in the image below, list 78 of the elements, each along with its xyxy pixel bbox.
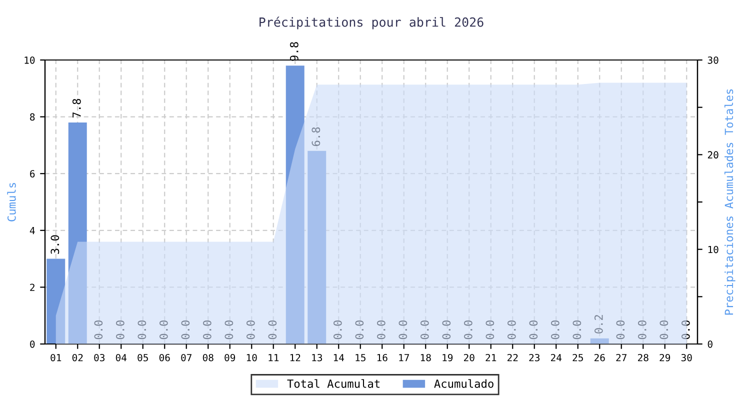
data-label: 0.0	[94, 320, 103, 340]
y-tick-label: 0	[30, 340, 35, 348]
data-label: 0.0	[572, 320, 582, 340]
x-tick-label: 02	[72, 354, 83, 362]
data-label: 0.0	[116, 320, 124, 340]
x-tick-label: 18	[420, 354, 431, 362]
bar	[286, 66, 304, 344]
bar	[308, 150, 326, 344]
y2-tick-label: 10	[708, 246, 718, 254]
x-tick-label: 29	[660, 354, 670, 362]
x-tick-label: 20	[464, 354, 474, 362]
x-tick-label: 30	[681, 354, 692, 362]
x-tick-label: 16	[377, 354, 388, 362]
x-tick-label: 24	[550, 354, 562, 362]
x-tick-label: 26	[594, 354, 605, 362]
data-label: 0.0	[507, 320, 516, 340]
data-label: 0.0	[376, 320, 386, 340]
x-tick-label: 08	[202, 354, 214, 362]
y-axis-title: Cumuls	[7, 183, 16, 222]
data-label: 0.0	[660, 320, 668, 340]
data-label: 0.0	[138, 320, 146, 340]
y2-tick-label: 20	[708, 151, 718, 159]
x-tick-label: 05	[138, 354, 148, 362]
x-tick-label: 13	[312, 354, 322, 362]
data-label: 0.0	[398, 320, 408, 340]
chart-title: Précipitations pour abril 2026	[260, 16, 484, 30]
legend-label: Total Acumulat	[287, 379, 380, 388]
data-label: 0.0	[681, 320, 690, 340]
data-label: 7.8	[72, 98, 81, 118]
y-tick-label: 2	[30, 284, 34, 291]
x-tick-label: 07	[181, 354, 192, 362]
x-tick-label: 04	[116, 354, 127, 362]
data-label: 0.2	[594, 315, 603, 334]
x-tick-label: 15	[356, 354, 366, 362]
y-tick-label: 10	[24, 56, 35, 64]
data-label: 6.8	[312, 127, 320, 146]
data-label: 0.0	[550, 320, 560, 340]
y2-tick-label: 0	[708, 340, 712, 348]
data-label: 0.0	[442, 320, 451, 340]
data-label: 0.0	[246, 320, 255, 340]
x-tick-label: 17	[399, 354, 409, 362]
y-tick-label: 6	[30, 170, 35, 178]
x-tick-label: 28	[638, 354, 648, 362]
data-label: 0.0	[268, 320, 277, 340]
x-tick-label: 23	[529, 354, 540, 362]
y-tick-label: 8	[30, 113, 35, 121]
data-label: 0.0	[486, 320, 494, 340]
data-label: 0.0	[638, 320, 646, 340]
bar	[46, 258, 66, 344]
data-label: 0.0	[224, 320, 234, 340]
data-label: 0.0	[355, 320, 364, 340]
data-label: 0.0	[159, 320, 168, 340]
x-tick-label: 22	[507, 354, 518, 362]
x-tick-label: 21	[486, 354, 496, 362]
data-label: 0.0	[202, 320, 212, 340]
data-label: 0.0	[616, 320, 625, 340]
x-tick-label: 01	[50, 354, 62, 362]
legend-label: Acumulado	[434, 379, 494, 388]
x-tick-label: 06	[159, 354, 170, 362]
x-tick-label: 09	[224, 354, 236, 362]
x-tick-label: 11	[268, 354, 279, 362]
data-label: 0.0	[529, 320, 538, 340]
x-tick-label: 19	[442, 354, 453, 362]
data-label: 0.0	[181, 320, 190, 340]
x-tick-label: 10	[246, 354, 257, 362]
x-tick-label: 03	[94, 354, 104, 362]
y2-axis-title: Precipitaciones Acumulades Totales	[724, 89, 736, 315]
y-tick-label: 4	[30, 227, 35, 234]
y2-tick-label: 30	[708, 56, 718, 64]
x-tick-label: 27	[616, 354, 626, 362]
data-label: 0.0	[420, 320, 429, 340]
data-label: 0.0	[464, 320, 472, 340]
bar	[68, 122, 87, 344]
x-tick-label: 25	[572, 354, 583, 362]
data-label: 0.0	[333, 320, 342, 340]
x-tick-label: 14	[334, 354, 344, 362]
x-tick-label: 12	[290, 354, 300, 362]
data-label: 3.0	[50, 235, 60, 254]
